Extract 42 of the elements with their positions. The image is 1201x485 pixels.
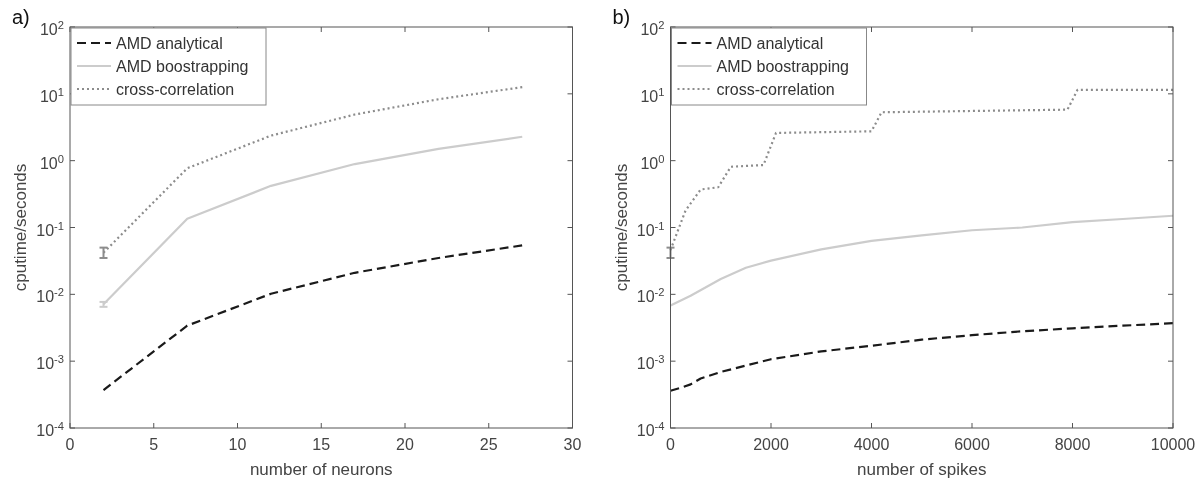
x-tick-label: 6000 [954, 436, 990, 453]
y-tick-label: 10$^{2}$ [39, 19, 64, 38]
legend-label: AMD analytical [116, 35, 223, 52]
legend-label: cross-correlation [116, 81, 235, 98]
y-tick-label: 10$^{1}$ [39, 85, 64, 105]
x-tick-label: 5 [149, 436, 159, 453]
chart-title: b) [612, 6, 631, 28]
x-tick-label: 0 [666, 436, 676, 453]
y-tick-label: 10$^{-4}$ [36, 420, 64, 439]
y-tick-label: 10$^{0}$ [640, 152, 665, 172]
x-tick-label: 10000 [1150, 436, 1196, 453]
x-tick-label: 20 [396, 436, 414, 453]
legend-label: AMD boostrapping [116, 58, 249, 75]
legend-label: AMD analytical [716, 35, 824, 52]
x-tick-label: 4000 [853, 436, 890, 453]
x-tick-label: 30 [563, 436, 582, 453]
y-axis-title: cputime/seconds [11, 163, 30, 292]
y-tick-label: 10$^{-2}$ [636, 286, 665, 306]
line-series [669, 214, 1175, 307]
chart-title: a) [12, 6, 30, 28]
y-tick-label: 10$^{-1}$ [636, 219, 665, 239]
line-series [102, 244, 524, 392]
x-axis-title: number of spikes [857, 460, 987, 479]
y-tick-label: 10$^{-4}$ [636, 420, 665, 439]
x-tick-label: 0 [65, 436, 75, 453]
y-tick-label: 10$^{1}$ [640, 85, 665, 105]
y-tick-label: 10$^{-3}$ [36, 353, 64, 373]
y-tick-label: 10$^{-3}$ [636, 353, 665, 373]
y-tick-label: 10$^{-2}$ [36, 286, 64, 306]
y-tick-label: 10$^{-1}$ [36, 219, 64, 239]
x-axis-title: number of neurons [249, 460, 393, 479]
line-series [669, 322, 1175, 392]
x-tick-label: 2000 [753, 436, 789, 453]
legend-label: cross-correlation [716, 81, 835, 98]
x-tick-label: 8000 [1054, 436, 1091, 453]
y-tick-label: 10$^{2}$ [640, 19, 665, 38]
y-axis-title: cputime/seconds [611, 163, 631, 292]
x-tick-label: 25 [479, 436, 498, 453]
x-tick-label: 15 [312, 436, 331, 453]
legend-label: AMD boostrapping [716, 58, 850, 75]
x-tick-label: 10 [228, 436, 247, 453]
y-tick-label: 10$^{0}$ [39, 152, 64, 172]
